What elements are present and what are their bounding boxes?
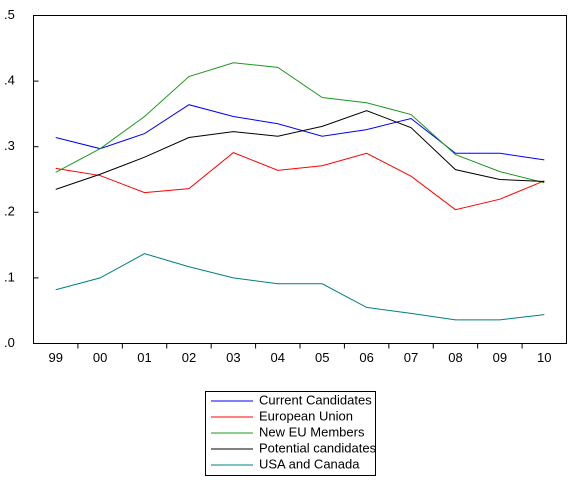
series-line [55,253,545,321]
y-tick-label: .5 [4,7,15,22]
legend-label: Potential candidates [259,440,377,455]
x-tick-label: 06 [359,350,373,365]
x-tick-label: 02 [182,350,196,365]
x-tick-label: 99 [48,350,62,365]
series-line [55,104,545,161]
x-tick-label: 04 [271,350,285,365]
series-line [55,110,545,190]
legend-label: USA and Canada [259,456,360,471]
x-tick-label: 08 [448,350,462,365]
y-tick-label: .1 [4,269,15,284]
x-tick-label: 01 [137,350,151,365]
x-tick-label: 05 [315,350,329,365]
x-tick-label: 09 [493,350,507,365]
x-tick-label: 07 [404,350,418,365]
series-line [55,152,545,211]
legend-label: New EU Members [259,424,365,439]
y-tick-label: .3 [4,138,15,153]
y-tick-label: .4 [4,73,15,88]
series-line [55,62,545,184]
plot-frame [33,15,567,344]
y-tick-label: .2 [4,204,15,219]
legend-label: European Union [259,408,353,423]
x-tick-label: 10 [537,350,551,365]
legend-box [205,391,376,476]
legend-label: Current Candidates [259,392,372,407]
y-tick-label: .0 [4,335,15,350]
x-tick-label: 03 [226,350,240,365]
x-tick-label: 00 [93,350,107,365]
